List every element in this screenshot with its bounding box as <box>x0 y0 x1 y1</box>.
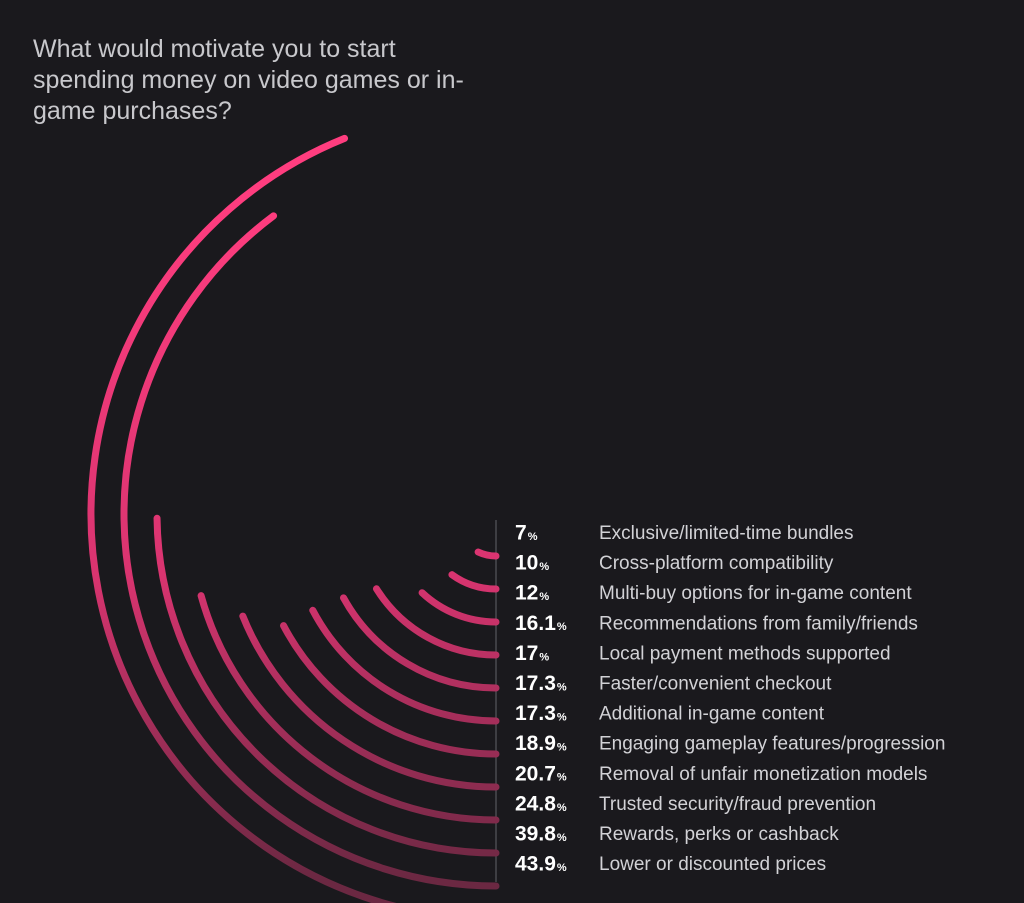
category-label: Engaging gameplay features/progression <box>599 734 945 755</box>
legend-row: 43.9% Lower or discounted prices <box>515 853 826 876</box>
category-label: Faster/convenient checkout <box>599 674 832 695</box>
value-label: 24.8 <box>515 792 556 815</box>
arc-3 <box>418 589 500 626</box>
percent-sign: % <box>557 772 567 784</box>
category-label: Local payment methods supported <box>599 643 891 664</box>
legend-row: 39.8% Rewards, perks or cashback <box>515 823 839 846</box>
percent-sign: % <box>557 802 567 814</box>
legend-row: 16.1% Recommendations from family/friends <box>515 612 918 635</box>
arc-7 <box>280 622 500 758</box>
percent-sign: % <box>557 712 567 724</box>
chart-title: What would motivate you to start spendin… <box>33 35 464 125</box>
percent-sign: % <box>539 561 549 573</box>
arc-10 <box>153 514 500 857</box>
percent-sign: % <box>557 621 567 633</box>
category-label: Lower or discounted prices <box>599 854 826 875</box>
arc-group <box>87 134 500 903</box>
category-label: Multi-buy options for in-game content <box>599 583 912 604</box>
value-label: 12 <box>515 582 538 605</box>
legend-row: 12% Multi-buy options for in-game content <box>515 582 912 605</box>
value-label: 7 <box>515 522 527 545</box>
arc-1 <box>474 548 500 560</box>
value-label: 20.7 <box>515 762 556 785</box>
arc-2 <box>448 571 500 593</box>
percent-sign: % <box>539 651 549 663</box>
value-label: 10 <box>515 552 538 575</box>
category-label: Removal of unfair monetization models <box>599 764 927 785</box>
legend-row: 17.3% Faster/convenient checkout <box>515 672 832 695</box>
legend-row: 18.9% Engaging gameplay features/progress… <box>515 732 945 755</box>
category-label: Additional in-game content <box>599 704 825 725</box>
arc-12 <box>87 134 397 903</box>
legend-row: 7% Exclusive/limited-time bundles <box>515 522 854 545</box>
percent-sign: % <box>557 862 567 874</box>
legend-row: 24.8% Trusted security/fraud prevention <box>515 792 876 815</box>
value-label: 39.8 <box>515 823 556 846</box>
arc-6 <box>309 606 500 725</box>
category-label: Rewards, perks or cashback <box>599 824 839 845</box>
legend-row: 17% Local payment methods supported <box>515 642 891 665</box>
arc-11 <box>120 212 500 890</box>
percent-sign: % <box>539 591 549 603</box>
arc-5 <box>340 594 500 692</box>
arc-9 <box>197 592 500 824</box>
legend-row: 20.7% Removal of unfair monetization mode… <box>515 762 927 785</box>
value-label: 17 <box>515 642 538 665</box>
legend-row: 10% Cross-platform compatibility <box>515 552 834 575</box>
arc-4 <box>372 585 500 659</box>
value-label: 16.1 <box>515 612 556 635</box>
value-label: 17.3 <box>515 702 556 725</box>
value-label: 17.3 <box>515 672 556 695</box>
arc-8 <box>239 612 500 791</box>
legend-row: 17.3% Additional in-game content <box>515 702 825 725</box>
value-label: 43.9 <box>515 853 556 876</box>
percent-sign: % <box>528 531 538 543</box>
percent-sign: % <box>557 832 567 844</box>
category-label: Recommendations from family/friends <box>599 613 918 634</box>
legend-rows: 7% Exclusive/limited-time bundles 10% Cross… <box>515 522 945 876</box>
category-label: Exclusive/limited-time bundles <box>599 523 854 544</box>
percent-sign: % <box>557 742 567 754</box>
category-label: Cross-platform compatibility <box>599 553 834 574</box>
value-label: 18.9 <box>515 732 556 755</box>
category-label: Trusted security/fraud prevention <box>599 794 876 815</box>
percent-sign: % <box>557 681 567 693</box>
